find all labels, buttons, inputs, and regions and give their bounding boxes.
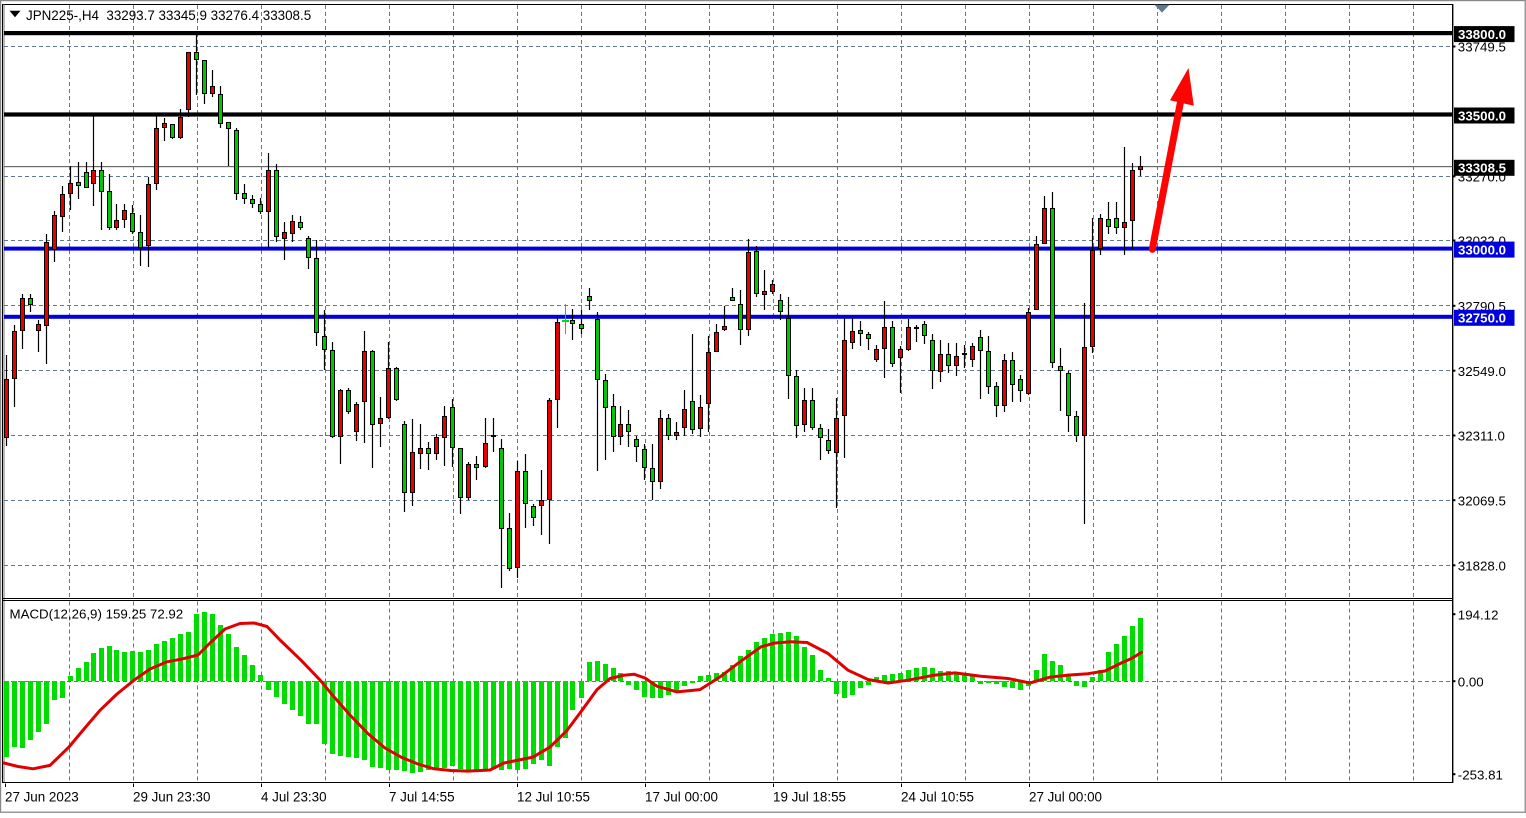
- svg-text:33800.0: 33800.0: [1458, 27, 1506, 42]
- svg-text:7 Jul 14:55: 7 Jul 14:55: [389, 790, 455, 805]
- svg-text:-253.81: -253.81: [1458, 767, 1503, 782]
- svg-text:33308.5: 33308.5: [1458, 161, 1507, 176]
- svg-text:4 Jul 23:30: 4 Jul 23:30: [261, 790, 327, 805]
- svg-text:JPN225-,H4 33293.7 33345.9 33: JPN225-,H4 33293.7 33345.9 33276.4 33308…: [26, 8, 311, 23]
- svg-text:17 Jul 00:00: 17 Jul 00:00: [645, 790, 718, 805]
- svg-text:27 Jun 2023: 27 Jun 2023: [5, 790, 79, 805]
- svg-text:0.00: 0.00: [1458, 674, 1484, 689]
- svg-text:12 Jul 10:55: 12 Jul 10:55: [517, 790, 590, 805]
- svg-text:19 Jul 18:55: 19 Jul 18:55: [773, 790, 846, 805]
- svg-text:32750.0: 32750.0: [1458, 311, 1506, 326]
- svg-text:33000.0: 33000.0: [1458, 242, 1506, 257]
- svg-text:32069.5: 32069.5: [1458, 493, 1506, 508]
- svg-text:27 Jul 00:00: 27 Jul 00:00: [1029, 790, 1102, 805]
- svg-text:33500.0: 33500.0: [1458, 108, 1506, 123]
- svg-text:32311.0: 32311.0: [1458, 429, 1505, 444]
- svg-text:32549.0: 32549.0: [1458, 364, 1506, 379]
- svg-text:MACD(12,26,9) 159.25 72.92: MACD(12,26,9) 159.25 72.92: [10, 607, 184, 622]
- svg-text:29 Jun 23:30: 29 Jun 23:30: [133, 790, 210, 805]
- svg-text:194.12: 194.12: [1458, 607, 1499, 622]
- svg-text:31828.0: 31828.0: [1458, 559, 1506, 574]
- svg-text:24 Jul 10:55: 24 Jul 10:55: [901, 790, 974, 805]
